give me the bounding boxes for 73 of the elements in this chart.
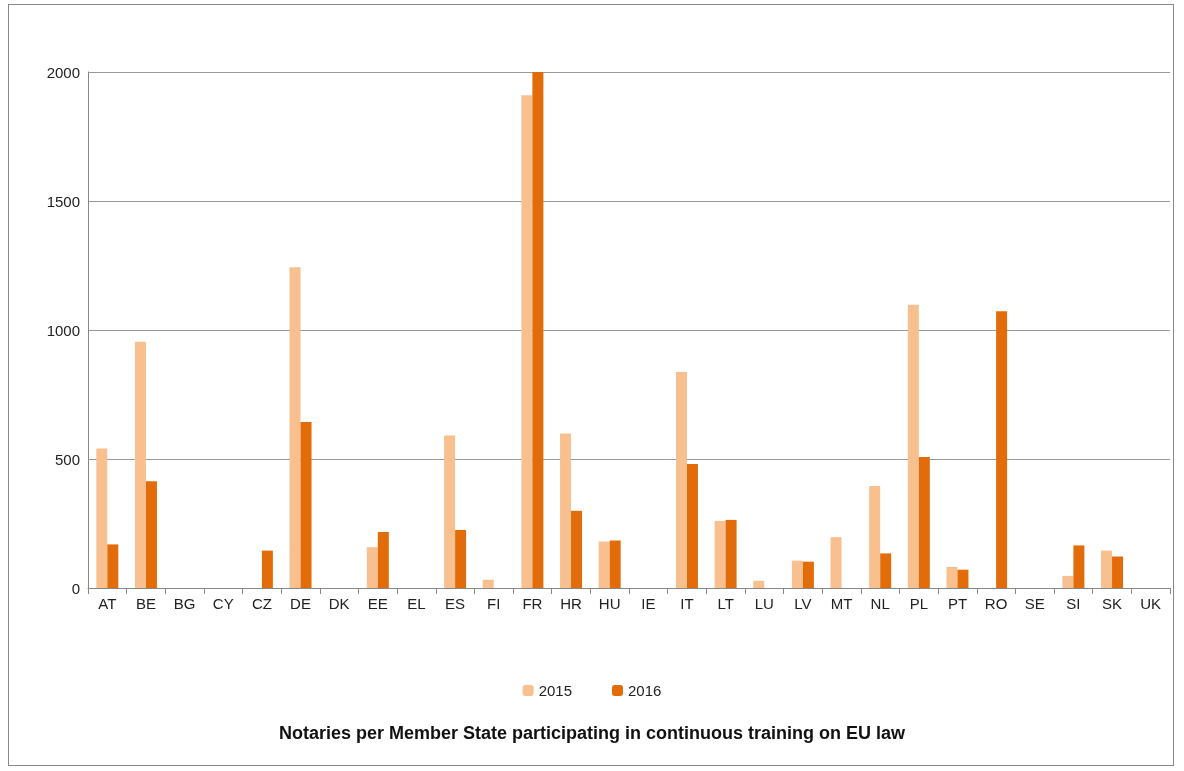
x-tick-label: PL [909,595,928,612]
bar [598,541,610,588]
bar [571,510,583,588]
bar [880,553,892,588]
x-tick-label: AT [98,595,117,612]
x-tick-label: CZ [251,595,272,612]
bar [802,561,814,588]
x-tick-label: RO [984,595,1008,612]
bar [996,311,1008,588]
y-tick-label: 500 [54,450,80,468]
bar [1073,545,1085,588]
bar [145,481,157,588]
legend-label: 2015 [538,682,573,699]
bar [869,486,881,588]
x-tick-label: SE [1024,595,1045,612]
x-tick-label: LV [794,595,812,612]
x-tick-label: FI [487,595,501,612]
bar [482,579,494,588]
bar [107,544,119,588]
bar [918,456,930,588]
bar [366,547,378,588]
bar [377,532,389,588]
bar [675,372,687,588]
bar [609,540,621,588]
bar [946,566,958,588]
x-tick-label: ES [445,595,466,612]
bar [725,519,737,588]
bar [907,304,919,588]
bar [521,95,533,588]
bar [1112,556,1124,588]
x-tick-label: UK [1140,595,1162,612]
x-tick-label: SK [1102,595,1123,612]
bar [714,520,726,588]
bar [444,435,456,588]
bar [1062,575,1074,588]
legend-label: 2016 [628,682,662,699]
x-tick-label: EL [407,595,426,612]
bar [753,580,765,588]
x-tick-label: LU [754,595,774,612]
bar [300,422,312,588]
x-tick-label: PT [947,595,968,612]
bar [134,341,146,588]
bar [791,560,803,588]
x-tick-label: FR [522,595,543,612]
text: Notaries per Member State participating in continuous training on EU law [278,723,907,743]
bar [532,72,544,588]
x-tick-label: LT [717,595,734,612]
x-tick-label: BE [135,595,156,612]
bar [686,463,698,588]
x-tick-label: HR [560,595,583,612]
y-tick-label: 1500 [46,192,80,210]
y-tick-label: 0 [71,579,80,597]
bar [96,448,108,588]
x-tick-label: IE [641,595,656,612]
bar [289,267,301,588]
x-tick-label: NL [870,595,890,612]
bar [261,550,273,588]
x-tick-label: CY [212,595,234,612]
x-tick-label: SI [1066,595,1081,612]
x-tick-label: DK [328,595,350,612]
x-tick-label: DE [290,595,311,612]
y-tick-label: 2000 [46,63,80,81]
y-tick-label: 1000 [46,321,80,339]
x-tick-label: BG [173,595,196,612]
bar [560,433,572,588]
bar [830,537,842,588]
x-tick-label: MT [830,595,853,612]
x-tick-label: IT [680,595,694,612]
bar [1101,550,1113,588]
x-tick-label: HU [598,595,621,612]
x-tick-label: EE [367,595,388,612]
bar [455,529,467,588]
bar [957,569,969,588]
